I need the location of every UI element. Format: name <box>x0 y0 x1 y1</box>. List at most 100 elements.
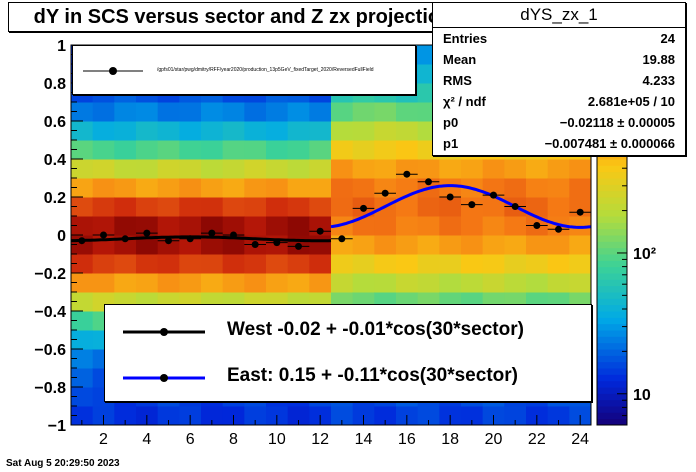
heatmap-cell <box>309 159 332 179</box>
stats-row: RMS 4.233 <box>443 73 675 88</box>
legend-west-label: West -0.02 + -0.01*cos(30*sector) <box>227 319 524 340</box>
heatmap-cell <box>71 311 94 331</box>
heatmap-cell <box>201 102 224 122</box>
heatmap-cell <box>547 159 570 179</box>
heatmap-cell <box>71 368 94 388</box>
data-point <box>208 229 216 237</box>
colorbar-segment <box>597 342 627 350</box>
heatmap-cell <box>114 159 137 179</box>
colorbar-segment <box>597 190 627 198</box>
data-point <box>338 235 346 243</box>
heatmap-cell <box>244 140 267 160</box>
heatmap-cell <box>92 102 115 122</box>
heatmap-cell <box>504 406 527 426</box>
x-axis: 2 4 6 8 10 12 14 16 18 20 22 24 <box>81 415 589 448</box>
heatmap-cell <box>417 159 440 179</box>
colorbar-segment <box>597 266 627 274</box>
heatmap-cell <box>439 159 462 179</box>
colorbar-segment <box>597 273 627 280</box>
heatmap-cell <box>396 159 419 179</box>
colorbar-segment <box>597 418 627 426</box>
data-point <box>143 229 151 237</box>
heatmap-cell <box>201 140 224 160</box>
heatmap-cell <box>71 216 94 236</box>
data-point <box>273 239 281 247</box>
heatmap-cell <box>136 197 159 217</box>
colorbar-segment <box>597 216 627 223</box>
data-point <box>425 178 432 186</box>
heatmap-cell <box>352 254 375 274</box>
heatmap-cell <box>331 159 354 179</box>
heatmap-cell <box>287 254 310 274</box>
heatmap-cell <box>504 159 527 179</box>
heatmap-cell <box>526 254 549 274</box>
legend-marker <box>83 67 143 75</box>
x-tick-label: 8 <box>229 431 238 448</box>
colorbar-segment <box>597 323 627 331</box>
x-tick-label: 22 <box>528 431 546 448</box>
heatmap-cell <box>287 102 310 122</box>
heatmap-cell <box>526 178 549 198</box>
heatmap-cell <box>569 273 592 293</box>
heatmap-cell <box>222 254 245 274</box>
heatmap-cell <box>92 159 115 179</box>
heatmap-cell <box>114 197 137 217</box>
heatmap-cell <box>352 159 375 179</box>
x-tick-label: 16 <box>398 431 416 448</box>
heatmap-cell <box>71 406 94 426</box>
heatmap-cell <box>482 159 505 179</box>
heatmap-cell <box>222 159 245 179</box>
heatmap-cell <box>92 178 115 198</box>
heatmap-cell <box>569 216 592 236</box>
heatmap-cell <box>71 178 94 198</box>
colorbar-segment <box>597 292 627 299</box>
y-tick-label: 1 <box>57 38 66 55</box>
data-point <box>446 193 454 201</box>
heatmap-cell <box>266 102 289 122</box>
heatmap-cell <box>417 406 440 426</box>
y-tick-label: 0 <box>57 228 66 245</box>
x-tick-label: 10 <box>268 431 286 448</box>
heatmap-cell <box>482 273 505 293</box>
heatmap-cell <box>92 273 115 293</box>
heatmap-cell <box>222 102 245 122</box>
data-point <box>78 237 86 245</box>
heatmap-cell <box>526 197 549 217</box>
heatmap-cell <box>179 140 202 160</box>
heatmap-cell <box>396 140 419 160</box>
heatmap-cell <box>504 235 527 255</box>
heatmap-cell <box>547 273 570 293</box>
heatmap-cell <box>374 102 397 122</box>
heatmap-cell <box>201 235 224 255</box>
heatmap-cell <box>309 197 332 217</box>
heatmap-cell <box>374 140 397 160</box>
colorbar-segment <box>597 228 627 236</box>
heatmap-cell <box>71 121 94 141</box>
heatmap-cell <box>179 159 202 179</box>
heatmap-cell <box>114 273 137 293</box>
heatmap-cell <box>179 273 202 293</box>
data-point <box>576 208 584 216</box>
heatmap-cell <box>331 273 354 293</box>
heatmap-cell <box>136 102 159 122</box>
heatmap-cell <box>569 254 592 274</box>
heatmap-cell <box>179 102 202 122</box>
heatmap-cell <box>504 178 527 198</box>
heatmap-cell <box>396 254 419 274</box>
heatmap-cell <box>526 235 549 255</box>
heatmap-cell <box>569 159 592 179</box>
heatmap-cell <box>71 102 94 122</box>
colorbar-segment <box>597 171 627 179</box>
y-tick-label: 0.2 <box>44 190 66 207</box>
colorbar-segment <box>597 406 627 413</box>
heatmap-cell <box>331 102 354 122</box>
colorbar-segment <box>597 380 627 388</box>
heatmap-cell <box>439 254 462 274</box>
heatmap-cell <box>287 159 310 179</box>
heatmap-cell <box>331 178 354 198</box>
data-point <box>165 237 172 245</box>
colorbar-segment <box>597 330 627 337</box>
heatmap-cell <box>222 235 245 255</box>
heatmap-cell <box>396 235 419 255</box>
y-tick-label: −0.8 <box>34 380 66 397</box>
